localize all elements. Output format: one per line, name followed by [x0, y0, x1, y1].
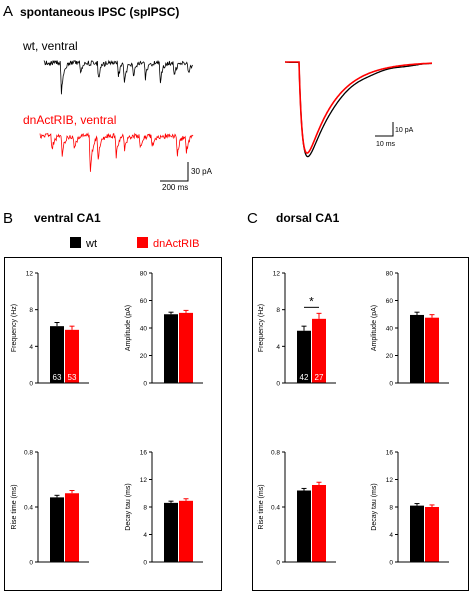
y-tick-label: 0.8: [24, 450, 33, 457]
wt-raw-trace: [43, 59, 193, 95]
y-axis-label: Frequency (Hz): [258, 304, 265, 352]
scale-bar-left: 30 pA 200 ms: [160, 162, 213, 192]
panel-b-title: ventral CA1: [34, 211, 101, 225]
panel-b-letter: B: [3, 210, 13, 227]
panel-a-letter: A: [3, 3, 13, 20]
y-tick-label: 12: [26, 271, 34, 278]
n-label: 27: [315, 373, 324, 382]
chart-6: 0 20 40 60 80 Amplitude (pA): [371, 271, 449, 388]
bar-dnActRIB: [65, 329, 79, 383]
y-tick-label: 4: [276, 344, 280, 351]
bar-dnActRIB: [312, 318, 326, 383]
significance-marker: *: [309, 294, 314, 308]
dn-trace-label: dnActRIB, ventral: [23, 113, 116, 127]
scale-right-y-label: 10 pA: [395, 127, 414, 134]
wt-trace-label: wt, ventral: [22, 39, 78, 53]
y-tick-label: 0: [276, 560, 280, 567]
y-tick-label: 4: [389, 532, 393, 539]
chart-2: 0 20 40 60 80 Amplitude (pA): [125, 271, 203, 388]
legend-wt-swatch: [70, 237, 81, 248]
n-label: 42: [300, 373, 309, 382]
bar-dnActRIB: [312, 485, 326, 562]
scale-left-y-label: 30 pA: [191, 167, 213, 176]
y-axis-label: Decay tau (ms): [371, 483, 378, 530]
bar-dnActRIB: [425, 317, 439, 383]
panel-c-title: dorsal CA1: [276, 211, 340, 225]
y-tick-label: 8: [276, 307, 280, 314]
chart-7: 0 0.4 0.8 Rise time (ms): [258, 450, 336, 567]
wt-average-trace: [285, 61, 432, 158]
panel-c-letter: C: [247, 210, 258, 227]
y-axis-label: Rise time (ms): [258, 484, 265, 529]
scale-left-x-label: 200 ms: [162, 183, 188, 192]
n-label: 53: [68, 373, 77, 382]
y-tick-label: 4: [143, 532, 147, 539]
panel-b-frame: [4, 257, 222, 591]
y-tick-label: 60: [140, 298, 148, 305]
y-tick-label: 0: [389, 560, 393, 567]
y-axis-label: Amplitude (pA): [125, 305, 132, 351]
y-tick-label: 8: [143, 505, 147, 512]
legend-wt-label: wt: [85, 238, 97, 250]
panel-c-frame: [252, 257, 469, 591]
y-tick-label: 0: [29, 560, 33, 567]
y-tick-label: 12: [273, 271, 281, 278]
y-tick-label: 4: [29, 344, 33, 351]
bar-dnActRIB: [179, 500, 193, 562]
bar-wt: [50, 326, 64, 383]
y-tick-label: 16: [386, 450, 394, 457]
bar-dnActRIB: [65, 493, 79, 562]
bar-wt: [297, 330, 311, 383]
y-tick-label: 0: [143, 560, 147, 567]
scale-bar-right: 10 pA 10 ms: [375, 122, 414, 148]
bar-wt: [164, 314, 178, 383]
y-tick-label: 20: [140, 353, 148, 360]
y-tick-label: 0.4: [271, 505, 280, 512]
y-tick-label: 16: [140, 450, 148, 457]
legend-dn-swatch: [137, 237, 148, 248]
y-tick-label: 0: [143, 381, 147, 388]
chart-3: 0 0.4 0.8 Rise time (ms): [11, 450, 89, 567]
y-tick-label: 80: [386, 271, 394, 278]
y-axis-label: Rise time (ms): [11, 484, 18, 529]
y-tick-label: 80: [140, 271, 148, 278]
y-tick-label: 0.4: [24, 505, 33, 512]
y-tick-label: 0.8: [271, 450, 280, 457]
bar-wt: [164, 502, 178, 562]
bar-wt: [50, 497, 64, 562]
chart-8: 0 4 8 12 16 Decay tau (ms): [371, 450, 449, 567]
panel-a-title: spontaneous IPSC (spIPSC): [20, 5, 179, 19]
chart-1: 0 4 8 12 Frequency (Hz) 63 53: [11, 271, 89, 388]
y-axis-label: Frequency (Hz): [11, 304, 18, 352]
y-tick-label: 0: [29, 381, 33, 388]
chart-4: 0 4 8 12 16 Decay tau (ms): [125, 450, 203, 567]
y-tick-label: 8: [389, 505, 393, 512]
bar-wt: [410, 505, 424, 562]
bar-dnActRIB: [425, 507, 439, 562]
dn-average-trace: [285, 61, 432, 154]
y-axis-label: Amplitude (pA): [371, 305, 378, 351]
n-label: 63: [53, 373, 62, 382]
chart-5: 0 4 8 12 Frequency (Hz) 42 27 *: [258, 271, 336, 388]
bar-dnActRIB: [179, 312, 193, 383]
y-tick-label: 12: [386, 477, 394, 484]
y-tick-label: 8: [29, 307, 33, 314]
dn-raw-trace: [39, 132, 194, 172]
y-tick-label: 20: [386, 353, 394, 360]
y-tick-label: 40: [386, 326, 394, 333]
y-tick-label: 12: [140, 477, 148, 484]
legend: wt dnActRIB: [70, 237, 199, 250]
bar-wt: [410, 314, 424, 383]
y-tick-label: 0: [276, 381, 280, 388]
y-tick-label: 40: [140, 326, 148, 333]
y-tick-label: 60: [386, 298, 394, 305]
scale-right-x-label: 10 ms: [376, 141, 396, 148]
bar-wt: [297, 490, 311, 562]
legend-dn-label: dnActRIB: [153, 238, 199, 250]
y-tick-label: 0: [389, 381, 393, 388]
y-axis-label: Decay tau (ms): [125, 483, 132, 530]
